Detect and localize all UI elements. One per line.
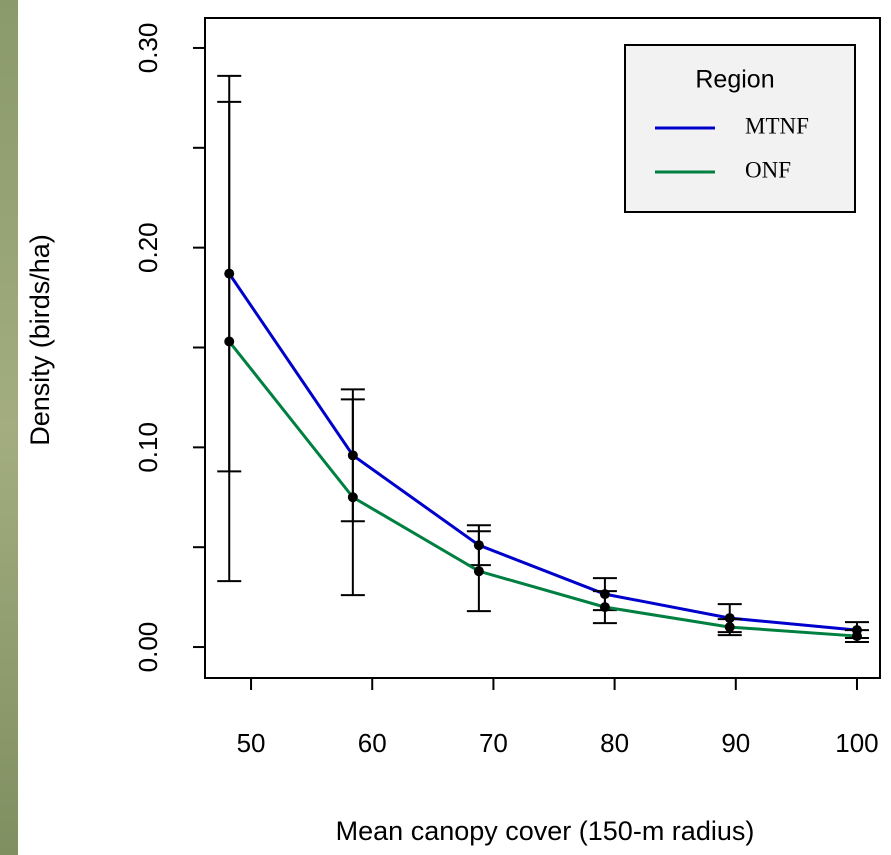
- y-tick-label: 0.30: [133, 23, 163, 74]
- series-line: [228, 340, 858, 638]
- legend-label: ONF: [745, 157, 791, 182]
- x-tick-label: 50: [237, 728, 266, 758]
- y-tick-label: 0.00: [133, 622, 163, 673]
- y-tick-label: 0.10: [133, 422, 163, 473]
- x-tick-label: 70: [479, 728, 508, 758]
- x-axis-label: Mean canopy cover (150-m radius): [336, 816, 755, 846]
- point: [599, 602, 610, 613]
- point: [224, 336, 235, 347]
- legend-label: MTNF: [745, 113, 809, 138]
- point: [347, 492, 358, 503]
- x-tick-label: 90: [721, 728, 750, 758]
- point: [473, 566, 484, 577]
- series-line: [227, 272, 858, 632]
- legend-title: Region: [695, 66, 774, 94]
- point: [724, 622, 735, 633]
- point: [851, 631, 862, 642]
- y-tick-label: 0.20: [133, 222, 163, 273]
- x-tick-label: 60: [358, 728, 387, 758]
- x-tick-label: 100: [835, 728, 878, 758]
- y-axis-label: Density (birds/ha): [25, 234, 55, 446]
- x-tick-label: 80: [600, 728, 629, 758]
- background-strip: [0, 0, 18, 855]
